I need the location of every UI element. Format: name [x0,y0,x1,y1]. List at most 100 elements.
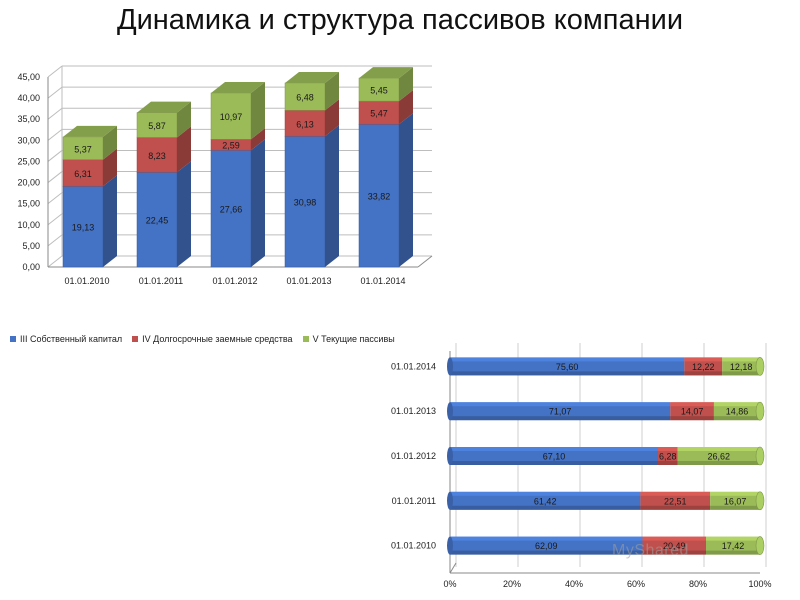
data-label: 16,07 [724,496,747,506]
bar-cap-left [447,447,453,465]
data-label: 5,87 [148,121,166,131]
data-label: 6,48 [296,93,314,103]
bar-side-current [177,101,191,138]
data-label: 30,98 [294,198,317,208]
legend-item-equity: III Собственный капитал [10,334,122,344]
y-tick-label: 25,00 [17,156,40,166]
y-tick-label: 01.01.2010 [391,541,436,551]
bar-shadow-longterm [642,550,706,555]
bar-side-current [399,67,413,102]
bar-highlight-current [722,357,760,362]
data-label: 8,23 [148,151,166,161]
bar-shadow-longterm [670,416,714,421]
y-tick-label: 40,00 [17,93,40,103]
bar-segment-equity [358,123,400,268]
bar-side-longterm [251,128,265,151]
bar-highlight-equity [450,447,659,451]
bar-cap-right [755,401,765,421]
y-tick-label: 01.01.2011 [392,496,436,506]
bar-shadow-current [705,550,760,555]
data-label: 67,10 [543,452,566,462]
bar-top-current [137,101,191,113]
bar-shadow-equity [450,550,643,555]
bar-highlight-longterm [640,491,711,496]
x-tick-label: 40% [565,579,583,589]
bar-segment-equity [450,402,671,421]
bar-segment-current [710,491,760,510]
bar-segment-equity [62,185,104,268]
bar-segment-equity [450,536,643,555]
y-grid-diag [47,107,63,120]
data-label: 75,60 [556,362,579,372]
bar-side-current [103,125,117,160]
data-label: 14,07 [681,407,704,417]
bar-segment-longterm [658,447,678,465]
data-label: 22,45 [146,216,169,226]
bar-shadow-longterm [684,371,723,376]
data-label: 20,49 [663,541,686,551]
bar-side-longterm [325,99,339,137]
floor-edge [449,562,457,574]
bar-side-equity [251,139,265,267]
bar-segment-longterm [684,357,723,376]
bar-highlight-longterm [658,447,678,451]
bar-highlight-equity [450,402,671,407]
bar-cap-right [755,536,765,555]
data-label: 6,31 [74,169,92,179]
bar-top-current [285,71,339,83]
data-label: 2,59 [222,141,240,151]
bar-side-longterm [399,90,413,125]
y-grid-diag [47,192,63,205]
bar-segment-longterm [640,491,711,510]
data-label: 61,42 [534,496,557,506]
x-tick-label: 100% [748,579,771,589]
legend-label-longterm: IV Долгосрочные заемные средства [142,334,293,344]
x-tick-label: 60% [627,579,645,589]
bar-segment-longterm [642,536,706,555]
bar-highlight-equity [450,536,643,541]
x-tick-label: 01.01.2014 [360,276,405,286]
bar-shadow-current [713,416,760,421]
bar-top-current [63,125,117,137]
data-label: 12,18 [730,362,753,372]
bar-cap-left [447,357,453,376]
bar-cap-left [447,491,453,510]
bar-highlight-current [705,536,760,541]
y-grid-diag [47,65,63,78]
y-tick-label: 01.01.2012 [391,451,436,461]
bar-shadow-current [677,461,760,465]
bar-shadow-equity [450,416,671,421]
bar-segment-longterm [670,402,714,421]
legend: III Собственный капитал IV Долгосрочные … [10,334,395,344]
bar-segment-equity [450,447,659,465]
data-label: 6,13 [296,119,314,129]
bar-side-current [325,71,339,111]
data-label: 14,86 [726,407,749,417]
y-tick-label: 15,00 [17,199,40,209]
y-grid-diag [47,213,63,226]
y-tick-label: 01.01.2013 [391,406,436,416]
data-label: 12,22 [692,362,715,372]
bar-shadow-equity [450,371,685,376]
bar-cap-right [755,491,765,511]
data-label: 22,51 [664,496,687,506]
data-label: 6,28 [659,452,677,462]
bar-highlight-current [677,447,760,451]
bar-segment-current [677,447,760,465]
bar-shadow-current [710,505,760,510]
y-tick-label: 45,00 [17,72,40,82]
y-grid-diag [47,255,63,268]
bar-top-current [359,67,413,79]
bar-side-equity [103,175,117,267]
y-grid-diag [47,86,63,99]
bar-top-current [211,81,265,93]
data-label: 17,42 [722,541,745,551]
bar-side-equity [177,161,191,267]
bar-cap-left [447,402,453,421]
bar-segment-current [713,402,760,421]
y-grid-diag [47,128,63,141]
bar-side-current [251,81,265,140]
bar-side-longterm [177,126,191,173]
bar-highlight-current [713,402,760,407]
data-label: 5,45 [370,86,388,96]
